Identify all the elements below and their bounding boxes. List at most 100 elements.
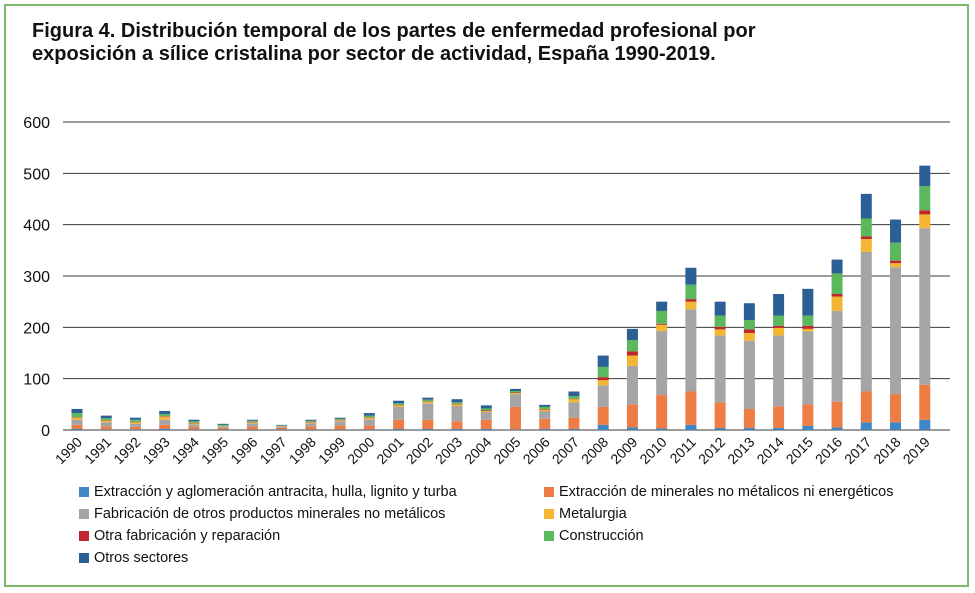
y-tick-label-300: 300 — [23, 269, 50, 286]
bar-segment-1993-s2 — [159, 419, 171, 425]
legend-label-5: Construcción — [559, 528, 644, 544]
bar-segment-2005-s1 — [510, 406, 521, 430]
bar-segment-2002-s5 — [422, 399, 434, 402]
bar-segment-2009-s1 — [626, 404, 638, 428]
bar-segment-2005-s5 — [510, 390, 521, 393]
bar-segment-2016-s5 — [831, 273, 843, 294]
bar-segment-1993-s0 — [159, 428, 171, 430]
chart-title-line-2: exposición a sílice cristalina por secto… — [32, 43, 716, 65]
bar-segment-2011-s1 — [685, 391, 697, 425]
bar-segment-2005-s3 — [510, 393, 521, 395]
bar-segment-2012-s4 — [714, 326, 726, 330]
bar-segment-1990-s1 — [71, 424, 83, 429]
y-tick-label-400: 400 — [23, 218, 50, 235]
legend-label-6: Otros sectores — [94, 550, 189, 566]
bar-segment-2012-s6 — [714, 301, 726, 316]
x-tick-label-1991: 1991 — [81, 434, 114, 467]
bar-segment-2001-s2 — [393, 406, 405, 420]
bar-segment-1996-s2 — [246, 423, 258, 427]
bar-segment-1999-s5 — [334, 418, 346, 420]
bar-segment-2008-s5 — [597, 366, 609, 378]
bar-segment-2017-s2 — [860, 251, 872, 392]
bar-segment-1998-s1 — [305, 426, 317, 430]
bar-segment-2011-s6 — [685, 267, 697, 285]
bar-segment-2012-s3 — [714, 329, 726, 336]
bar-segment-2012-s2 — [714, 335, 726, 403]
bar-segment-2008-s2 — [597, 385, 609, 407]
bar-segment-2002-s6 — [422, 397, 434, 400]
bar-segment-2013-s0 — [743, 427, 755, 430]
bar-segment-1991-s1 — [100, 426, 112, 430]
bar-segment-2011-s4 — [685, 299, 697, 302]
bar-segment-2007-s5 — [568, 396, 580, 399]
x-tick-label-2008: 2008 — [578, 434, 611, 467]
bar-segment-2000-s1 — [363, 425, 375, 430]
bar-segment-2000-s5 — [363, 415, 375, 418]
bar-segment-2003-s0 — [451, 428, 463, 430]
bar-segment-1994-s2 — [188, 424, 200, 427]
bar-segment-2010-s5 — [656, 310, 668, 324]
bar-segment-1997-s1 — [276, 427, 288, 430]
bar-segment-2008-s6 — [597, 355, 609, 367]
bar-segment-1991-s3 — [100, 420, 112, 423]
bar-segment-2011-s5 — [685, 284, 697, 300]
legend-swatch-0 — [79, 487, 89, 497]
x-tick-label-2017: 2017 — [841, 434, 874, 467]
bar-segment-1994-s3 — [188, 423, 200, 425]
x-tick-label-1993: 1993 — [139, 434, 172, 467]
bar-segment-2006-s1 — [539, 418, 551, 429]
bar-segment-1994-s4 — [188, 422, 200, 424]
bar-segment-1993-s5 — [159, 414, 171, 417]
bar-segment-1992-s3 — [129, 422, 141, 424]
bar-segment-1998-s5 — [305, 420, 317, 422]
bar-segment-2016-s6 — [831, 259, 843, 274]
x-tick-label-2015: 2015 — [783, 434, 816, 467]
bar-segment-2015-s1 — [802, 404, 814, 426]
bar-segment-1996-s5 — [246, 420, 258, 422]
bar-segment-2014-s1 — [773, 406, 785, 428]
bar-segment-1995-s2 — [217, 426, 229, 428]
bar-segment-2017-s0 — [860, 422, 872, 430]
bar-segment-1994-s6 — [188, 419, 200, 422]
bar-segment-2008-s3 — [597, 380, 609, 386]
bar-segment-2006-s2 — [539, 411, 551, 419]
bar-segment-2007-s0 — [568, 428, 580, 430]
legend-label-3: Metalurgia — [559, 506, 627, 522]
bar-segment-2013-s4 — [743, 329, 755, 333]
bar-segment-1991-s0 — [100, 429, 112, 430]
bar-segment-1995-s6 — [217, 423, 229, 425]
bar-segment-1999-s2 — [334, 421, 346, 426]
x-tick-label-2011: 2011 — [666, 434, 699, 467]
bar-segment-2017-s5 — [860, 218, 872, 237]
bar-segment-2006-s4 — [539, 408, 551, 410]
legend-swatch-2 — [79, 509, 89, 519]
legend-label-4: Otra fabricación y reparación — [94, 528, 281, 544]
bar-segment-1998-s2 — [305, 423, 317, 427]
bar-segment-1998-s6 — [305, 419, 317, 421]
bar-segment-1997-s6 — [276, 424, 288, 426]
bar-segment-1996-s0 — [246, 429, 258, 430]
x-tick-label-2016: 2016 — [812, 434, 845, 467]
legend-item-3: Metalurgia — [544, 506, 627, 522]
bar-segment-2019-s1 — [919, 384, 931, 420]
bar-segment-2009-s4 — [626, 351, 638, 356]
bar-segment-2010-s3 — [656, 324, 668, 331]
legend-item-5: Construcción — [544, 528, 644, 544]
legend-swatch-1 — [544, 487, 554, 497]
bar-segment-2015-s5 — [802, 315, 814, 326]
bar-segment-2013-s3 — [743, 332, 755, 341]
bar-segment-2006-s0 — [539, 428, 551, 430]
bar-segment-1991-s4 — [100, 420, 112, 421]
bar-segment-2014-s0 — [773, 427, 785, 430]
bar-segment-1993-s3 — [159, 416, 171, 420]
bar-segment-2016-s2 — [831, 310, 843, 402]
bar-segment-2000-s3 — [363, 417, 375, 420]
y-tick-label-0: 0 — [41, 423, 50, 440]
x-tick-label-2010: 2010 — [636, 434, 669, 467]
bar-segment-2018-s1 — [890, 394, 902, 423]
bar-segment-1992-s0 — [129, 429, 141, 430]
bar-segment-2003-s5 — [451, 402, 463, 404]
bar-segment-2000-s6 — [363, 413, 375, 416]
bar-segment-2002-s2 — [422, 403, 434, 420]
bar-segment-1999-s6 — [334, 417, 346, 419]
